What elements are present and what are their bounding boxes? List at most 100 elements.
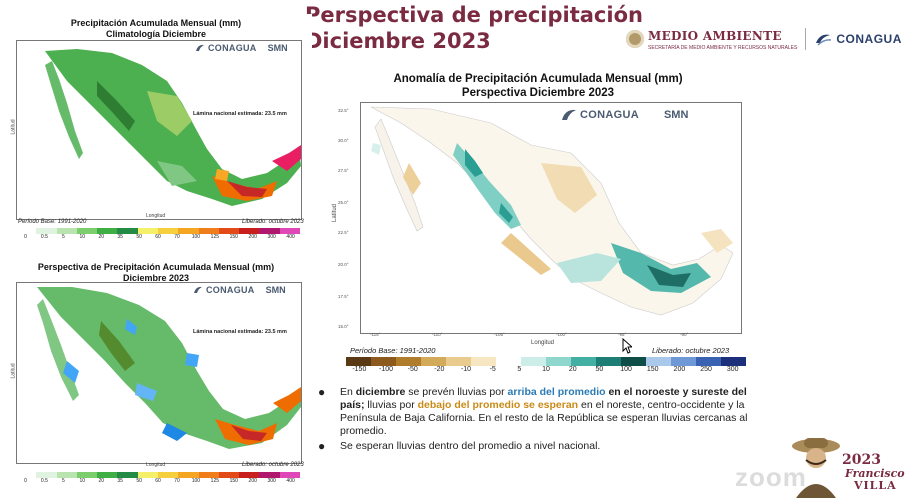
colorbar-label: 200 [248, 478, 257, 484]
y-tick: 22.5° [338, 230, 349, 235]
colorbar-label: 0 [24, 234, 27, 240]
climatology-lamina: Lámina nacional estimada: 23.5 mm [193, 111, 287, 117]
perspective-colorbar-strip [16, 472, 300, 478]
anomaly-x-ticks: -115° -110° -105° -100° -95° -90° [360, 332, 740, 342]
anomaly-colorbar-strip [346, 357, 746, 366]
climatology-periodo: Período Base: 1991-2020 [18, 219, 87, 225]
perspective-title-line1: Perspectiva de Precipitación Acumulada M… [37, 262, 275, 272]
colorbar-label: 300 [267, 478, 276, 484]
climatology-map-plot[interactable]: CONAGUA SMN Lámina nacional estimada: 23… [16, 40, 302, 220]
villa-portrait-icon [792, 438, 840, 498]
medio-ambiente-text: MEDIO AMBIENTE [648, 29, 782, 43]
conagua-wave-icon [196, 44, 204, 51]
anomaly-periodo: Período Base: 1991-2020 [350, 346, 436, 355]
climatology-colorbar-labels: 0 0.5 5 10 20 35 50 60 70 100 125 150 200 300 400 [16, 234, 300, 240]
perspective-map-graphic [37, 287, 301, 449]
logo-divider [805, 28, 807, 50]
colorbar-label: -10 [460, 366, 472, 373]
perspective-smn-label: SMN [265, 285, 286, 295]
colorbar-label: 5 [61, 478, 65, 484]
climatology-conagua-label: CONAGUA [208, 43, 257, 53]
colorbar-label: -150 [352, 366, 367, 373]
title-line1: Perspectiva de precipitación [305, 3, 643, 27]
anomaly-y-ticks: 32.5° 30.0° 27.5° 25.0° 22.5° 20.0° 17.5… [338, 108, 358, 329]
anomaly-map-plot[interactable]: CONAGUA SMN [360, 102, 742, 334]
anomaly-title-line2: Perspectiva Diciembre 2023 [461, 87, 615, 99]
conagua-wave-icon [816, 34, 832, 46]
colorbar-label: 0.5 [40, 234, 48, 240]
colorbar-label: 100 [620, 366, 632, 373]
colorbar-label: 125 [210, 234, 220, 240]
colorbar-label: -5 [489, 366, 496, 373]
colorbar-label: 5 [61, 234, 65, 240]
colorbar-label: 35 [117, 478, 123, 484]
x-tick: -115° [370, 332, 381, 337]
zoom-watermark: zoom [735, 462, 807, 492]
perspective-map-plot[interactable]: CONAGUA SMN Lámina nacional estimada: 23… [16, 282, 302, 464]
medio-ambiente-subtext: SECRETARÍA DE MEDIO AMBIENTE Y RECURSOS … [648, 45, 798, 51]
bullet-1-below: debajo del promedio se esperan [417, 399, 579, 411]
climatology-xlabel: Longitud [146, 213, 166, 219]
y-tick: 25.0° [338, 200, 349, 205]
anomaly-map-title: Anomalía de Precipitación Acumulada Mens… [326, 72, 750, 100]
colorbar-label: 50 [136, 234, 142, 240]
colorbar-label: 100 [191, 478, 201, 484]
x-tick: -110° [432, 332, 443, 337]
x-tick: -100° [556, 332, 567, 337]
bullet-1-text: lluvias por [364, 399, 418, 411]
colorbar-label: 200 [248, 234, 257, 240]
perspective-map-panel: Perspectiva de Precipitación Acumulada M… [6, 258, 312, 496]
colorbar-label: -100 [379, 366, 394, 373]
bullet-dot-icon: ● [318, 385, 326, 399]
colorbar-label: 125 [210, 478, 220, 484]
y-tick: 27.5° [338, 168, 349, 173]
colorbar-label: 20 [568, 366, 577, 373]
colorbar-label: 20 [98, 478, 104, 484]
villa-name2: VILLA [854, 479, 897, 492]
bullet-1: ● En diciembre se prevén lluvias por arri… [318, 386, 754, 438]
anomaly-smn-label: SMN [663, 109, 689, 121]
villa-year: 2023 [842, 452, 881, 468]
bullet-1-region: en el noroeste y sureste del país; [340, 386, 747, 411]
colorbar-label: 400 [286, 478, 295, 484]
colorbar-label: 150 [646, 366, 659, 373]
colorbar-label: 0 [24, 478, 27, 484]
title-line2: Diciembre 2023 [305, 29, 491, 53]
bullet-1-above: arriba del promedio [507, 386, 606, 398]
conagua-text: CONAGUA [836, 32, 902, 46]
climatology-colorbar-strip [16, 228, 300, 234]
anomaly-colorbar: -150 -100 -50 -20 -10 -5 5 10 20 50 100 150 200 250 30… [346, 357, 746, 373]
bullet-1-text: en el noreste, centro-occidente y la Pen… [340, 399, 748, 437]
climatology-map-panel: Precipitación Acumulada Mensual (mm) Cli… [6, 14, 312, 250]
y-tick: 30.0° [338, 138, 349, 143]
colorbar-label: 0.5 [40, 478, 48, 484]
conagua-logo: CONAGUA [814, 31, 902, 47]
colorbar-label: 100 [191, 234, 201, 240]
colorbar-label: 10 [79, 234, 86, 240]
bullet-dot-icon: ● [318, 439, 326, 453]
climatology-logo-badge: CONAGUA SMN [195, 43, 288, 53]
villa-name1: Francisco [845, 467, 905, 480]
anomaly-liberado: Liberado: octubre 2023 [652, 346, 730, 355]
colorbar-label: 60 [155, 478, 161, 484]
x-tick: -90° [680, 332, 689, 337]
bullet-1-text: En [340, 386, 356, 398]
colorbar-label: 10 [542, 366, 550, 373]
perspective-logo-badge: CONAGUA SMN [193, 285, 286, 295]
colorbar-label: 150 [229, 234, 238, 240]
perspective-colorbar-labels: 0 0.5 5 10 20 35 50 60 70 100 125 150 200 300 400 [16, 478, 300, 484]
anomaly-colorbar-labels: -150 -100 -50 -20 -10 -5 5 10 20 50 100 150 200 250 30… [346, 366, 746, 373]
perspective-xlabel: Longitud [146, 462, 166, 468]
perspective-map-title: Perspectiva de Precipitación Acumulada M… [16, 262, 296, 284]
anomaly-logo-badge: CONAGUA SMN [561, 107, 689, 123]
bullet-1-month: diciembre [355, 386, 406, 398]
climatology-map-graphic [45, 49, 301, 206]
conagua-wave-icon [194, 286, 202, 293]
eagle-emblem-icon [626, 30, 644, 48]
perspective-conagua-label: CONAGUA [206, 285, 255, 295]
perspective-liberado: Liberado: octubre 2023 [242, 462, 304, 468]
anomaly-title-line1: Anomalía de Precipitación Acumulada Mens… [393, 73, 683, 85]
y-tick: 17.5° [338, 294, 349, 299]
colorbar-label: 70 [174, 234, 180, 240]
colorbar-label: 35 [117, 234, 123, 240]
